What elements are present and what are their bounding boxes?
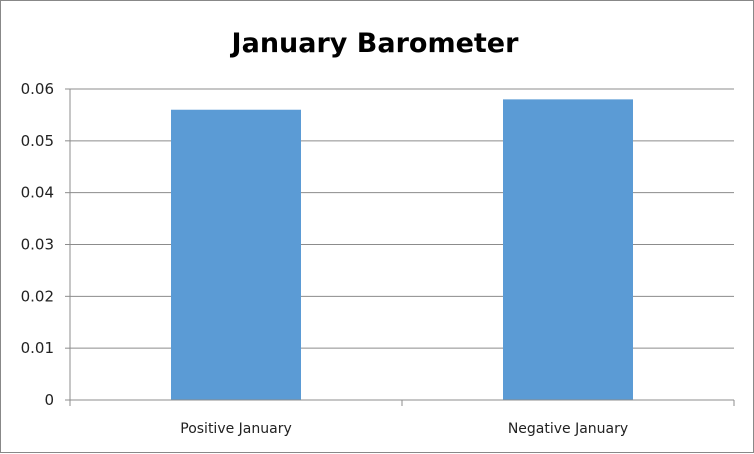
x-category-label: Positive January: [180, 421, 292, 437]
y-tick-label: 0.04: [21, 184, 54, 202]
y-tick-label: 0.05: [21, 132, 54, 150]
axes: 0 0.01 0.02 0.03 0.04 0.05 0.06 Positive Januar…: [21, 80, 735, 437]
y-tick-label: 0.02: [21, 287, 54, 305]
gridlines: [70, 88, 734, 349]
bars: [171, 99, 633, 400]
bar-positive-january: [171, 109, 301, 400]
bar-negative-january: [503, 99, 633, 400]
x-category-label: Negative January: [508, 421, 628, 437]
y-tick-label: 0.03: [21, 236, 54, 254]
chart-title: January Barometer: [230, 28, 520, 59]
y-tick-label: 0: [44, 391, 54, 409]
y-tick-label: 0.06: [21, 80, 54, 98]
y-tick-label: 0.01: [21, 339, 54, 357]
